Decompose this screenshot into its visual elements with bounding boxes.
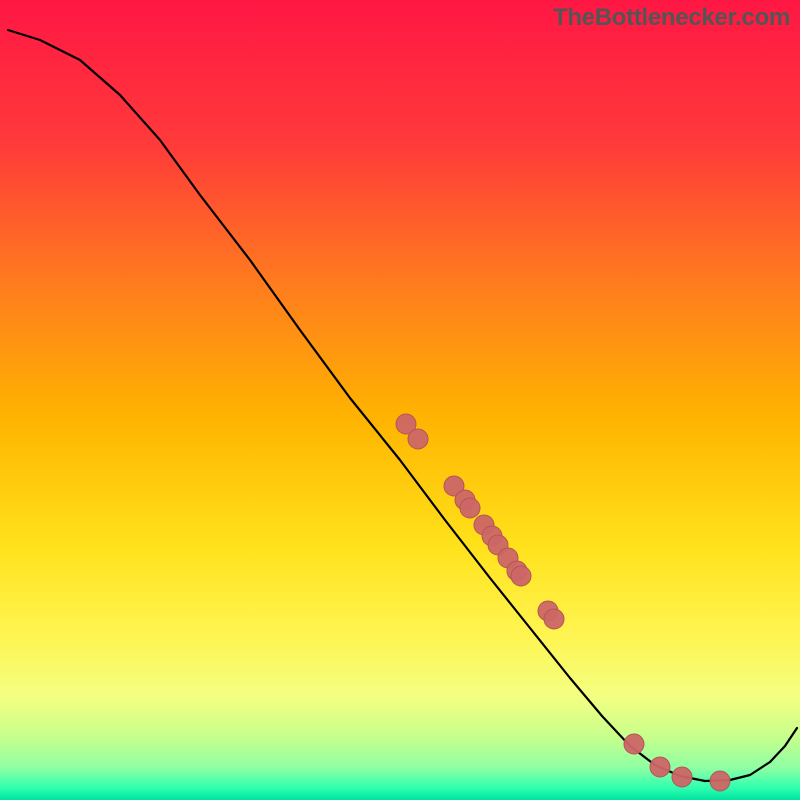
data-marker [624,734,644,754]
data-marker [408,429,428,449]
data-marker [710,771,730,791]
watermark-text: TheBottlenecker.com [553,4,790,32]
data-marker [460,498,480,518]
data-marker [511,566,531,586]
bottleneck-curve [8,30,797,781]
marker-group [396,414,730,791]
chart-svg [0,0,800,800]
data-marker [672,767,692,787]
data-marker [650,757,670,777]
data-marker [544,609,564,629]
